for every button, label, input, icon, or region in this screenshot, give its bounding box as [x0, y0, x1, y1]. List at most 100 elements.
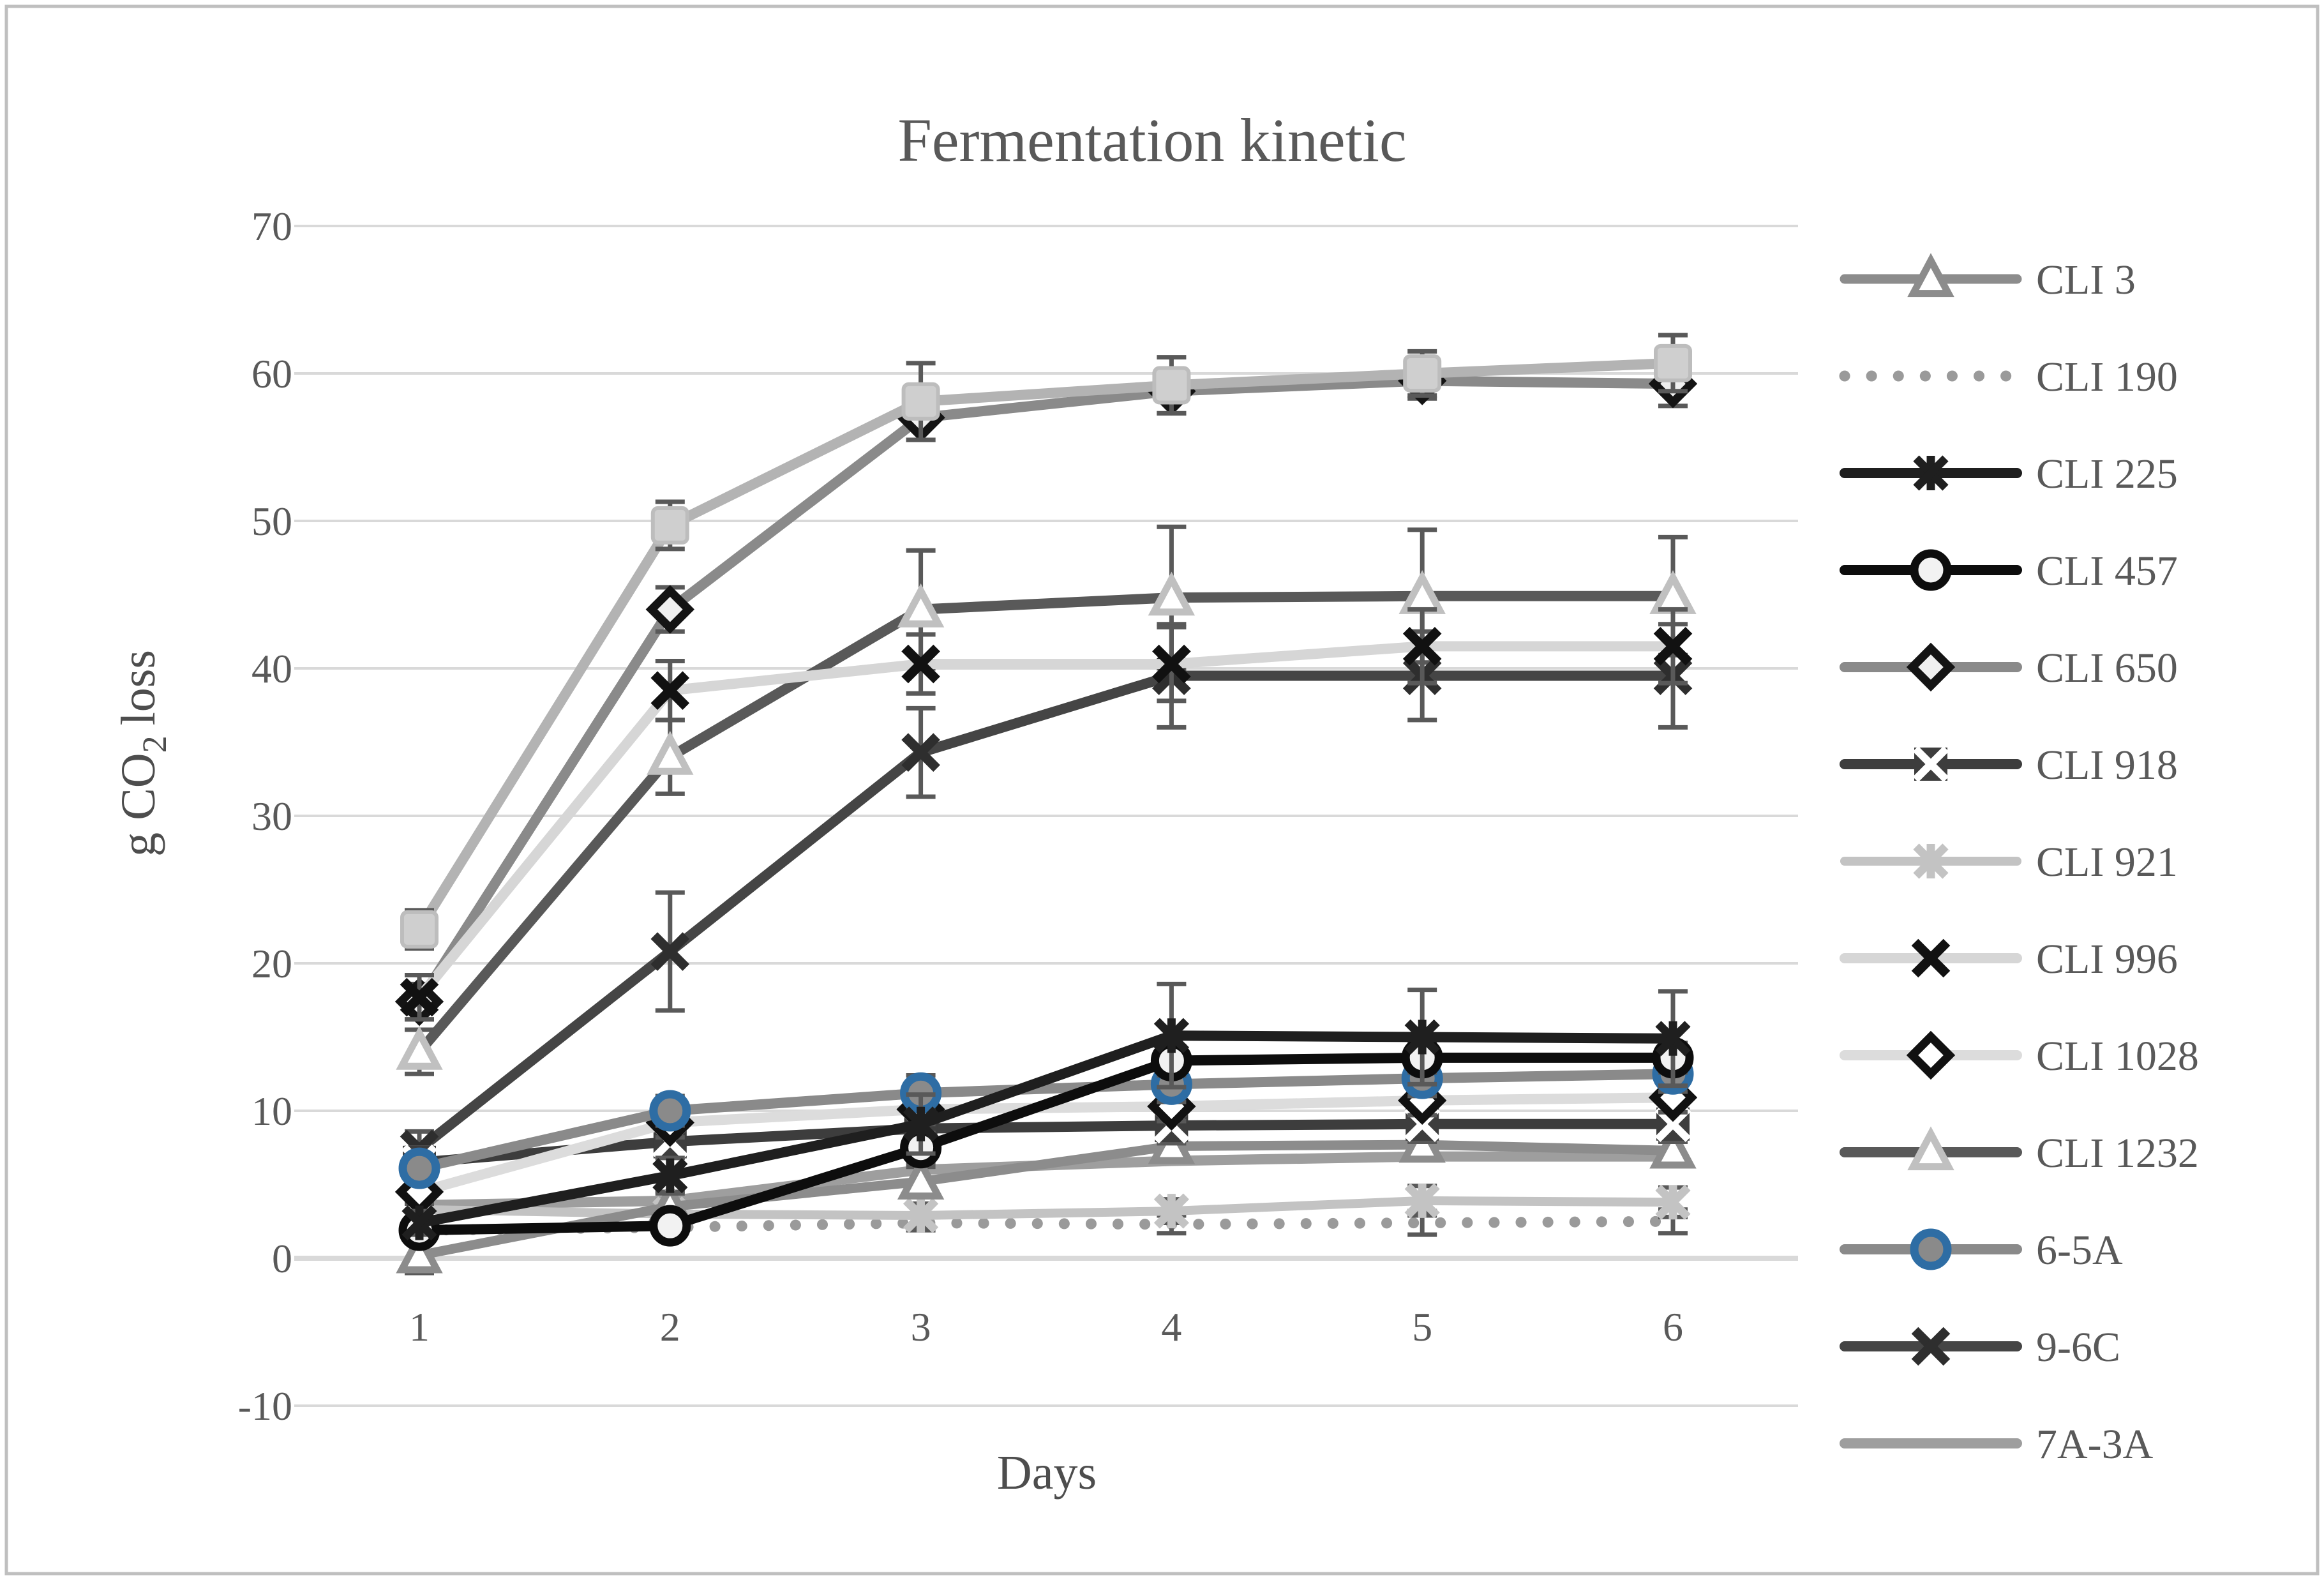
marker-asterisk-cli-225-day1	[401, 1205, 437, 1241]
legend-item-cli-921: CLI 921	[1840, 839, 2178, 885]
gridlines	[294, 225, 1798, 1407]
series-line-cli-650	[414, 375, 1678, 1007]
series-line-cli-3	[414, 1140, 1678, 1260]
marker-asterisk-cli-921-day4	[1153, 1193, 1189, 1229]
x-tick-label-1: 1	[409, 1304, 430, 1350]
legend-item-cli-650: CLI 650	[1840, 642, 2178, 692]
legend-item-9-6c: 9-6C	[1840, 1324, 2120, 1371]
marker-x-cli-996-day4	[1152, 644, 1191, 684]
legend-item-cli-1232: CLI 1232	[1840, 1126, 2199, 1177]
marker-square-unlabeled-square-series-day4	[1152, 366, 1191, 405]
legend-item-6-5a: 6-5A	[1840, 1227, 2123, 1274]
marker-x-cli-996-day5	[1402, 627, 1442, 666]
legend-item-cli-3: CLI 3	[1840, 253, 2136, 303]
series-line-unlabeled-square-series	[414, 357, 1678, 935]
legend-item-cli-457: CLI 457	[1840, 548, 2178, 594]
marker-circle-6-5a-day1	[398, 1147, 440, 1189]
series-line-cli-1232	[414, 591, 1678, 1057]
series-line-9-6c	[414, 670, 1678, 1155]
y-tick-label-40: 40	[251, 646, 292, 691]
marker-triangle-cli-1232-day1	[396, 1025, 443, 1070]
legend-marker-circle-6-5a	[1910, 1228, 1952, 1270]
marker-triangle-cli-3-day3	[897, 1155, 945, 1200]
legend-item-7a-3a: 7A-3A	[1840, 1421, 2154, 1468]
y-axis-label: g CO2 loss	[112, 650, 174, 857]
legend-marker-triangle-cli-3	[1907, 253, 1954, 297]
legend-label-cli-996: CLI 996	[2036, 936, 2178, 982]
chart-title: Fermentation kinetic	[897, 106, 1406, 174]
marker-asterisk-cli-921-day5	[1404, 1183, 1440, 1219]
marker-asterisk-cli-225-day4	[1153, 1018, 1189, 1053]
legend-label-cli-650: CLI 650	[2036, 645, 2178, 691]
legend-label-cli-190: CLI 190	[2036, 354, 2178, 400]
marker-asterisk-cli-921-day3	[903, 1198, 939, 1233]
marker-x-9-6c-day3	[901, 733, 940, 772]
y-tick-label--10: -10	[238, 1383, 292, 1429]
legend-item-cli-918: CLI 918	[1840, 742, 2178, 788]
x-tick-label-3: 3	[911, 1304, 931, 1350]
marker-triangle-cli-1232-day4	[1148, 571, 1196, 616]
legend: CLI 3 CLI 190 CLI 225 CLI 457 CLI 650 CLI 918…	[1839, 253, 2199, 1468]
marker-x-cli-996-day3	[901, 644, 940, 684]
marker-triangle-cli-3-day6	[1649, 1124, 1697, 1169]
y-tick-label-0: 0	[272, 1236, 292, 1281]
x-tick-label-2: 2	[660, 1304, 680, 1350]
y-tick-label-20: 20	[251, 941, 292, 986]
marker-triangle-cli-3-day1	[396, 1229, 443, 1274]
x-axis-label: Days	[997, 1446, 1097, 1500]
marker-square-unlabeled-square-series-day6	[1654, 343, 1692, 382]
legend-item-cli-996: CLI 996	[1840, 936, 2178, 982]
marker-circle-6-5a-day2	[649, 1090, 691, 1132]
legend-marker-asterisk-cli-921	[1913, 843, 1949, 879]
legend-marker-x-cli-996	[1911, 938, 1951, 978]
marker-asterisk-cli-921-day6	[1655, 1184, 1691, 1220]
data-series-layer	[394, 333, 1698, 1275]
legend-label-6-5a: 6-5A	[2036, 1227, 2123, 1274]
y-axis-label-suffix: loss	[112, 650, 165, 725]
legend-item-cli-1028: CLI 1028	[1840, 1030, 2199, 1080]
series-line-cli-190	[414, 1215, 1679, 1236]
series-line-cli-996	[414, 641, 1678, 1003]
series-cli-225	[401, 981, 1691, 1241]
marker-x-9-6c-day2	[650, 932, 690, 971]
legend-label-cli-918: CLI 918	[2036, 742, 2178, 788]
legend-marker-circle-cli-457	[1910, 549, 1952, 591]
legend-label-7a-3a: 7A-3A	[2036, 1421, 2154, 1468]
marker-asterisk-cli-225-day3	[903, 1106, 939, 1142]
legend-item-cli-190: CLI 190	[1839, 354, 2178, 400]
marker-asterisk-cli-225-day5	[1404, 1019, 1440, 1055]
legend-label-cli-921: CLI 921	[2036, 839, 2178, 885]
marker-square-unlabeled-square-series-day1	[400, 910, 439, 949]
series-cli-996	[400, 607, 1693, 1022]
marker-asterisk-cli-225-day2	[652, 1158, 688, 1194]
legend-marker-diamond-cli-650	[1906, 642, 1956, 692]
legend-label-cli-3: CLI 3	[2036, 257, 2136, 303]
marker-square-unlabeled-square-series-day2	[650, 506, 689, 545]
marker-triangle-cli-1232-day2	[647, 730, 694, 775]
legend-label-9-6c: 9-6C	[2036, 1324, 2120, 1371]
legend-marker-diamond-cli-1028	[1906, 1030, 1956, 1080]
legend-marker-x-9-6c	[1911, 1327, 1951, 1366]
y-axis-label-prefix: g CO	[112, 753, 165, 857]
x-tick-label-5: 5	[1412, 1304, 1432, 1350]
y-tick-label-60: 60	[251, 351, 292, 396]
series-line-cli-457	[414, 1052, 1678, 1236]
series-line-6-5a	[414, 1069, 1678, 1174]
legend-label-cli-1028: CLI 1028	[2036, 1033, 2199, 1080]
legend-item-cli-225: CLI 225	[1840, 451, 2178, 497]
legend-marker-triangle-cli-1232	[1907, 1126, 1954, 1171]
y-tick-label-70: 70	[251, 204, 292, 249]
series-unlabeled-square-series	[400, 333, 1692, 951]
y-tick-label-10: 10	[251, 1088, 292, 1134]
legend-marker-asterisk-cli-225	[1913, 455, 1949, 491]
series-line-cli-918	[414, 1118, 1678, 1168]
legend-label-cli-1232: CLI 1232	[2036, 1130, 2199, 1177]
marker-square-unlabeled-square-series-day3	[901, 382, 940, 421]
y-axis-label-subscript: 2	[135, 735, 174, 753]
x-tick-label-4: 4	[1161, 1304, 1181, 1350]
series-line-cli-225	[414, 1030, 1678, 1228]
marker-asterisk-cli-225-day6	[1655, 1021, 1691, 1057]
legend-marker-squarex-cli-918	[1912, 746, 1949, 783]
marker-triangle-cli-1232-day3	[897, 583, 945, 628]
